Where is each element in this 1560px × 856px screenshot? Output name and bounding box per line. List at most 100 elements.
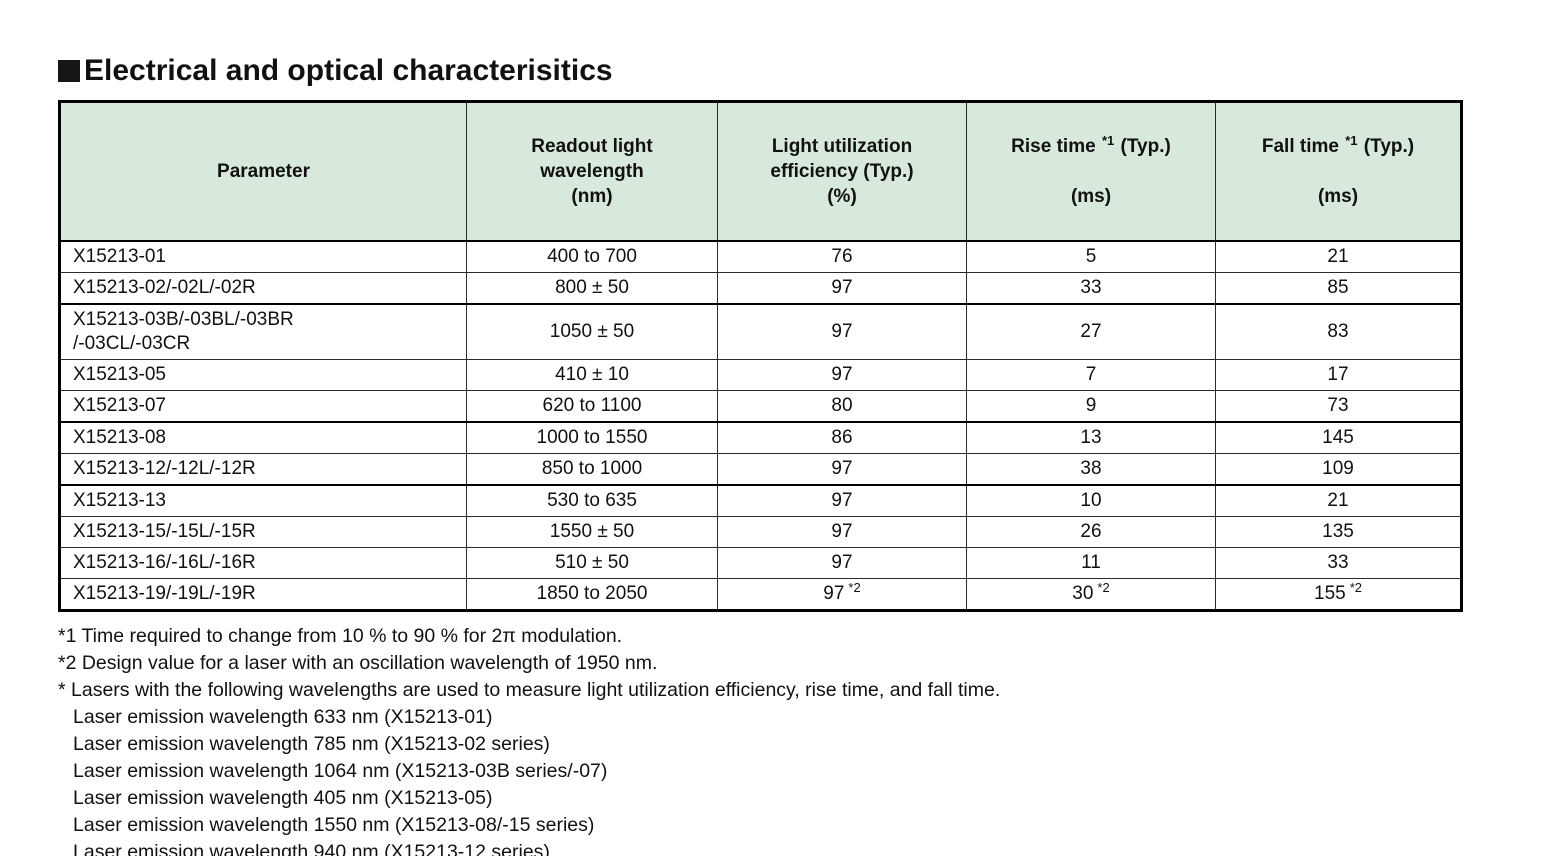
table-row: X15213-02/-02L/-02R 800 ± 50 97 33 85 [59,272,1462,306]
laser-wavelength-line: Laser emission wavelength 633 nm (X15213… [73,706,493,729]
wavelength-cell: 1000 to 1550 [466,421,718,455]
rise-value: 9 [1085,395,1097,417]
efficiency-cell: 97 [717,359,967,392]
rise-time-cell: 5 [966,240,1216,274]
rise-time-label: Rise time [1011,136,1101,158]
footnote2-ref: *2 [1097,579,1110,595]
datasheet-page: Electrical and optical characterisitics … [58,54,1518,856]
efficiency-value: 80 [831,395,853,417]
wavelength-cell: 800 ± 50 [466,272,718,306]
laser-wavelength-line: Laser emission wavelength 785 nm (X15213… [73,733,550,756]
table-row: X15213-19/-19L/-19R 1850 to 2050 97 *2 30… [59,578,1462,612]
rise-value: 11 [1081,552,1101,574]
col-header-rise-time: Rise time *1 (Typ.) (ms) [966,101,1216,243]
wavelength-cell: 620 to 1100 [466,390,718,424]
param-cell: X15213-13 [59,484,467,518]
table-row: X15213-16/-16L/-16R 510 ± 50 97 11 33 [59,547,1462,580]
fall-value: 145 [1322,427,1354,449]
table-row: X15213-01 400 to 700 76 5 21 [59,240,1462,274]
rise-time-cell: 26 [966,516,1216,549]
footnote1-ref: *1 [1345,132,1358,148]
wavelength-cell: 1050 ± 50 [466,303,718,361]
efficiency-cell: 97 [717,516,967,549]
param-cell: X15213-19/-19L/-19R [59,578,467,612]
rise-time-header-line1: Rise time *1 (Typ.) [973,134,1209,159]
rise-time-cell: 38 [966,453,1216,487]
efficiency-cell: 80 [717,390,967,424]
rise-time-cell: 13 [966,421,1216,455]
wavelength-cell: 510 ± 50 [466,547,718,580]
footnote2-ref: *2 [848,579,861,595]
fall-value: 21 [1327,246,1349,268]
rise-value: 26 [1080,521,1102,543]
table-row: X15213-08 1000 to 1550 86 13 145 [59,421,1462,455]
table-row: X15213-15/-15L/-15R 1550 ± 50 97 26 135 [59,516,1462,549]
wavelength-cell: 1850 to 2050 [466,578,718,612]
rise-value: 30 [1072,583,1094,605]
footnote1-ref: *1 [1101,132,1115,148]
rise-value: 7 [1085,364,1097,386]
efficiency-value: 97 [831,521,853,543]
footnote2-ref: *2 [1349,579,1362,595]
table-header-row: Parameter Readout light wavelength (nm) … [59,101,1462,243]
fall-time-cell: 135 [1215,516,1462,549]
fall-time-cell: 17 [1215,359,1462,392]
fall-value: 109 [1322,458,1354,480]
efficiency-cell: 97 [717,547,967,580]
param-cell: X15213-07 [59,390,467,424]
param-cell: X15213-05 [59,359,467,392]
characteristics-table: Parameter Readout light wavelength (nm) … [58,100,1463,613]
footnote-1: *1 Time required to change from 10 % to … [58,625,623,648]
fall-time-unit: (ms) [1317,186,1359,208]
col-header-readout-wavelength: Readout light wavelength (nm) [466,101,718,243]
rise-time-cell: 7 [966,359,1216,392]
table-row: X15213-13 530 to 635 97 10 21 [59,484,1462,518]
fall-value: 21 [1327,490,1349,512]
rise-time-cell: 27 [966,303,1216,361]
efficiency-cell: 86 [717,421,967,455]
fall-value: 33 [1327,552,1349,574]
efficiency-value: 97 [831,490,853,512]
table-row: X15213-05 410 ± 10 97 7 17 [59,359,1462,392]
wavelength-cell: 530 to 635 [466,484,718,518]
rise-value: 5 [1085,246,1097,268]
laser-wavelength-line: Laser emission wavelength 1064 nm (X1521… [73,760,608,783]
rise-time-cell: 9 [966,390,1216,424]
col-header-parameter: Parameter [59,101,467,243]
efficiency-value: 76 [831,246,853,268]
efficiency-cell: 97 [717,453,967,487]
efficiency-value: 97 [831,364,853,386]
wavelength-cell: 1550 ± 50 [466,516,718,549]
efficiency-value: 97 [831,552,853,574]
fall-time-cell: 109 [1215,453,1462,487]
footnotes-block: *1 Time required to change from 10 % to … [58,623,1518,856]
efficiency-value: 97 [823,583,845,605]
fall-time-cell: 21 [1215,484,1462,518]
fall-time-cell: 85 [1215,272,1462,306]
fall-value: 155 [1314,583,1346,605]
efficiency-value: 97 [831,321,853,343]
efficiency-cell: 97 [717,272,967,306]
square-marker-icon [58,60,80,82]
fall-time-cell: 145 [1215,421,1462,455]
param-cell: X15213-16/-16L/-16R [59,547,467,580]
param-cell: X15213-12/-12L/-12R [59,453,467,487]
efficiency-cell: 97 *2 [717,578,967,612]
fall-time-cell: 33 [1215,547,1462,580]
fall-value: 135 [1322,521,1354,543]
param-cell: X15213-08 [59,421,467,455]
rise-time-cell: 11 [966,547,1216,580]
rise-time-cell: 30 *2 [966,578,1216,612]
wavelength-cell: 400 to 700 [466,240,718,274]
rise-value: 27 [1080,321,1102,343]
efficiency-cell: 97 [717,484,967,518]
param-cell: X15213-01 [59,240,467,274]
efficiency-value: 97 [831,458,853,480]
rise-time-cell: 10 [966,484,1216,518]
rise-time-unit: (ms) [1070,186,1112,208]
efficiency-value: 97 [831,277,853,299]
fall-time-header-line1: Fall time *1 (Typ.) [1222,134,1454,159]
fall-value: 73 [1327,395,1349,417]
table-row: X15213-03B/-03BL/-03BR /-03CL/-03CR 1050… [59,303,1462,361]
section-title-text: Electrical and optical characterisitics [84,54,613,87]
